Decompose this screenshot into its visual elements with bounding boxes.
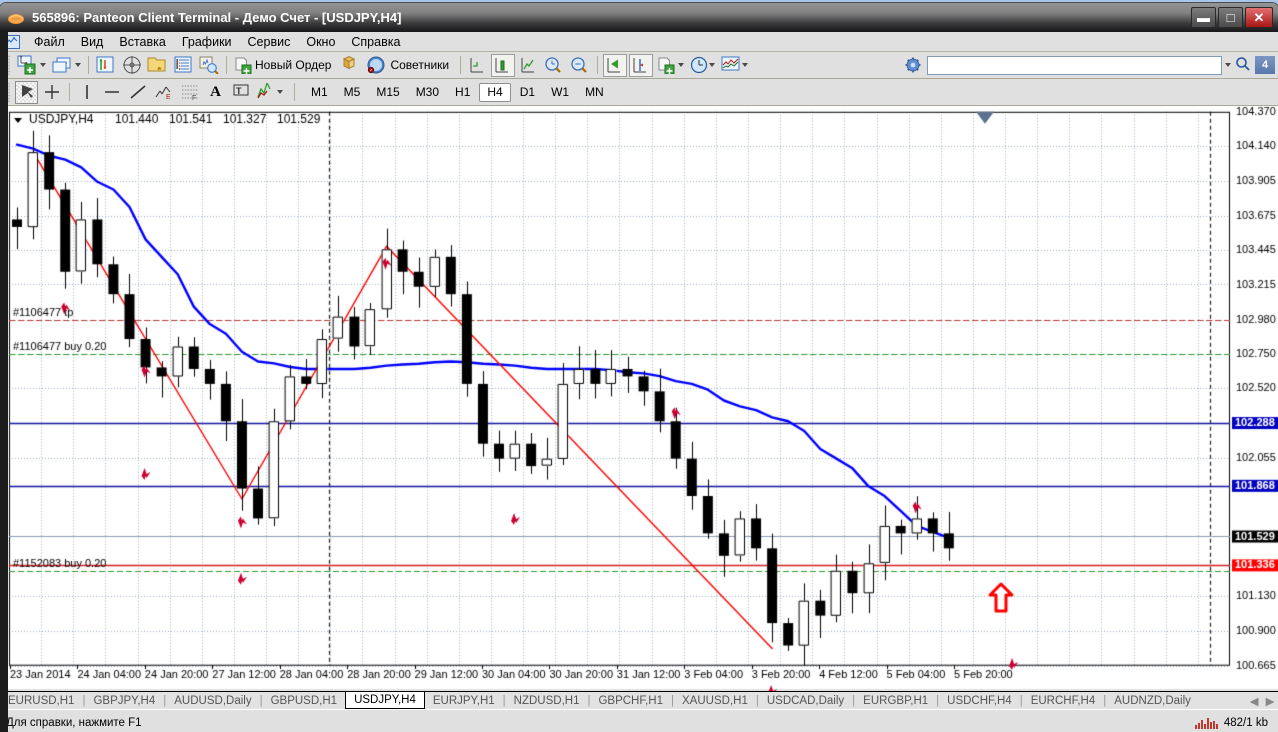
svg-text:T: T [236,86,242,96]
svg-text:E: E [166,94,171,101]
svg-text:F: F [192,95,196,101]
